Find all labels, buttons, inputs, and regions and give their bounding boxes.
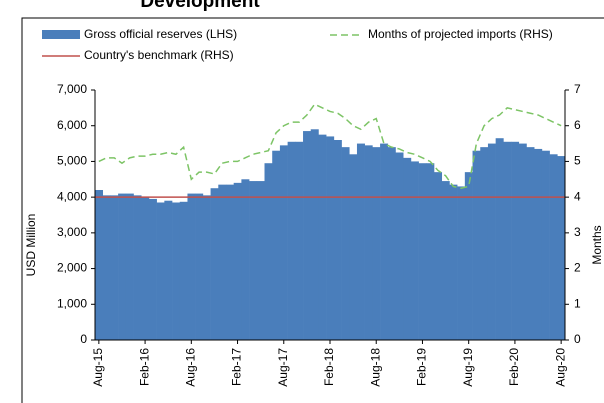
x-tick-label: Feb-17 (230, 348, 244, 386)
bar (511, 141, 520, 340)
bar (279, 145, 288, 340)
bar (341, 147, 350, 340)
x-tick-label: Aug-20 (553, 348, 567, 387)
bar (195, 193, 204, 340)
bar (426, 163, 435, 340)
bar (380, 143, 389, 340)
bar (387, 147, 396, 340)
bar (202, 195, 211, 340)
bar (372, 147, 381, 340)
bar (233, 182, 242, 340)
x-tick-label: Aug-16 (183, 348, 197, 387)
legend-label: Gross official reserves (LHS) (84, 27, 237, 41)
y2-tick-label: 5 (574, 154, 581, 168)
bar (349, 154, 358, 340)
bar (210, 188, 219, 340)
bar (225, 184, 234, 340)
bar (364, 145, 373, 340)
bar (156, 202, 165, 340)
chart-frame (21, 17, 604, 403)
y-tick-label: 5,000 (57, 154, 87, 168)
bar (526, 147, 535, 340)
bar (410, 161, 419, 340)
y2-tick-label: 0 (574, 332, 581, 346)
legend-swatch (42, 30, 80, 39)
x-tick-label: Feb-19 (415, 348, 429, 386)
y2-tick-label: 2 (574, 261, 581, 275)
bar (541, 150, 550, 340)
bar (503, 141, 512, 340)
y2-tick-label: 6 (574, 118, 581, 132)
bar (272, 150, 281, 340)
y2-tick-label: 4 (574, 189, 581, 203)
bar (557, 156, 566, 340)
bar (179, 201, 188, 340)
bar (356, 143, 365, 340)
x-tick-label: Aug-19 (461, 348, 475, 387)
bar (241, 179, 250, 340)
legend-label: Months of projected imports (RHS) (368, 27, 553, 41)
bar (95, 190, 104, 340)
bar (518, 143, 527, 340)
bar (318, 134, 327, 340)
bar (172, 202, 181, 340)
bar (303, 131, 312, 340)
bar (256, 181, 265, 340)
bar (249, 181, 258, 340)
bar (295, 141, 304, 340)
y-tick-label: 6,000 (57, 118, 87, 132)
y-axis-label: USD Million (24, 214, 38, 277)
bar (218, 184, 227, 340)
x-tick-label: Aug-15 (91, 348, 105, 387)
bar (326, 136, 335, 340)
y2-tick-label: 7 (574, 82, 581, 96)
y-tick-label: 1,000 (57, 296, 87, 310)
bar (534, 148, 543, 340)
y-tick-label: 7,000 (57, 82, 87, 96)
bar (495, 138, 504, 340)
bar (395, 152, 404, 340)
bar (434, 172, 443, 340)
bar (110, 195, 119, 340)
y-tick-label: 3,000 (57, 225, 87, 239)
bar (441, 181, 450, 340)
x-tick-label: Aug-17 (276, 348, 290, 387)
bar (310, 129, 319, 340)
x-tick-label: Feb-18 (322, 348, 336, 386)
bar (480, 147, 489, 340)
bar (487, 143, 496, 340)
y-tick-label: 2,000 (57, 261, 87, 275)
bar (164, 200, 173, 340)
bar (449, 184, 458, 340)
bar (418, 163, 427, 340)
bar (133, 195, 142, 340)
chart-title: Development (140, 0, 260, 12)
bar (264, 163, 273, 340)
bar (333, 140, 342, 340)
bar (118, 193, 127, 340)
y-tick-label: 4,000 (57, 189, 87, 203)
y2-tick-label: 1 (574, 296, 581, 310)
imports-line (98, 103, 562, 189)
bar (464, 172, 473, 340)
x-tick-label: Feb-20 (507, 348, 521, 386)
y2-tick-label: 3 (574, 225, 581, 239)
bar (457, 186, 466, 340)
bar (148, 198, 157, 340)
bar (403, 157, 412, 340)
bar (549, 154, 558, 340)
bar (287, 141, 296, 340)
y2-axis-label: Months (590, 225, 604, 264)
bar (102, 195, 111, 340)
x-tick-label: Feb-16 (137, 348, 151, 386)
bar (141, 197, 150, 340)
bar (472, 150, 481, 340)
legend-label: Country's benchmark (RHS) (84, 48, 234, 62)
x-tick-label: Aug-18 (368, 348, 382, 387)
bar (187, 193, 196, 340)
bar (125, 193, 134, 340)
y-tick-label: 0 (80, 332, 87, 346)
